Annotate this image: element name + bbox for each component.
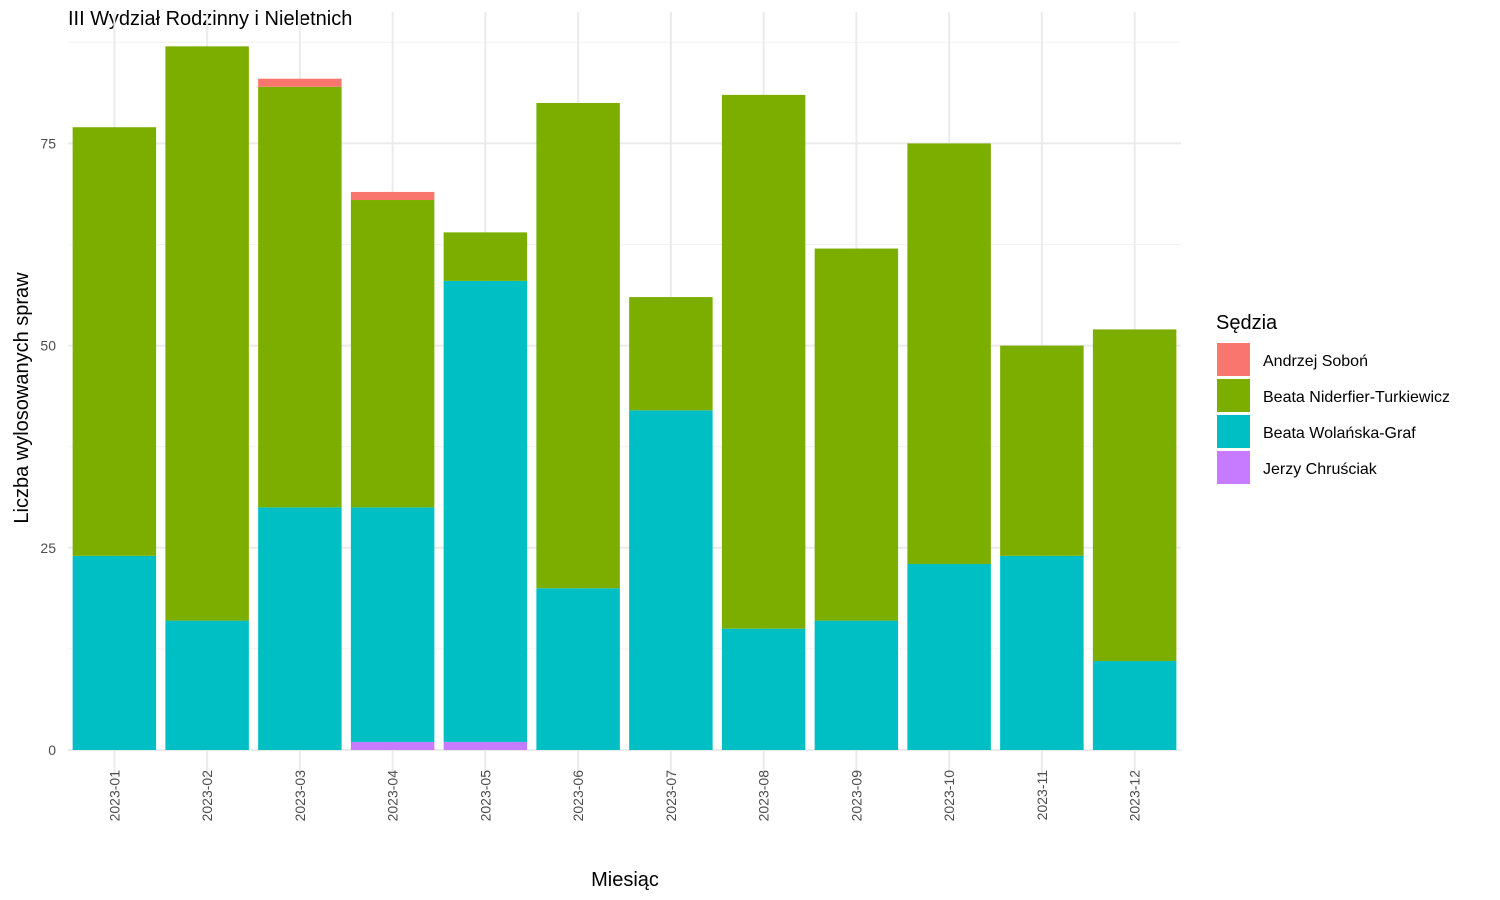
bar-segment	[443, 232, 528, 281]
y-tick-label: 0	[48, 742, 56, 758]
bar-segment	[536, 102, 620, 589]
bar-segment	[814, 620, 899, 750]
bar-segment	[721, 94, 806, 629]
bar-segment	[350, 741, 435, 750]
legend-swatch	[1217, 343, 1250, 376]
bar-segment	[350, 191, 435, 201]
x-tick-label: 2023-07	[663, 770, 679, 822]
x-tick-label: 2023-02	[199, 770, 215, 822]
legend-swatch	[1217, 415, 1250, 448]
bar-segment	[814, 248, 899, 621]
legend-label: Jerzy Chruściak	[1263, 461, 1378, 478]
bar-segment	[629, 297, 713, 411]
bar-segment	[907, 143, 991, 564]
legend: Sędzia Andrzej Soboń Beata Niderfier-Turk…	[1216, 312, 1450, 484]
y-tick-label: 75	[40, 135, 56, 151]
x-axis-title: Miesiąc	[591, 869, 659, 891]
x-tick-label: 2023-03	[292, 770, 308, 822]
bar-segment	[350, 507, 435, 742]
x-axis-ticks: 2023-01 2023-02 2023-03 2023-04 2023-05 2023-…	[106, 770, 1142, 822]
legend-swatch	[1217, 379, 1250, 412]
bar-segment	[72, 555, 157, 750]
bar-segment	[72, 127, 157, 556]
legend-swatch	[1217, 451, 1250, 484]
x-tick-label: 2023-08	[756, 770, 772, 822]
x-tick-label: 2023-09	[848, 770, 864, 822]
bars	[72, 46, 1177, 750]
bar-segment	[165, 46, 249, 621]
y-axis-title: Liczba wylosowanych spraw	[11, 272, 33, 524]
bar-segment	[350, 200, 435, 508]
bar-segment	[536, 588, 620, 750]
legend-label: Beata Wolańska-Graf	[1263, 425, 1416, 442]
chart-title: III Wydział Rodzinny i Nieletnich	[68, 8, 353, 30]
x-tick-label: 2023-10	[941, 770, 957, 822]
x-tick-label: 2023-06	[570, 770, 586, 822]
bar-segment	[721, 628, 806, 750]
x-tick-label: 2023-04	[385, 770, 401, 822]
y-tick-label: 50	[40, 338, 56, 354]
bar-segment	[258, 78, 342, 87]
x-tick-label: 2023-12	[1127, 770, 1143, 822]
y-axis-ticks: 0 25 50 75	[40, 135, 56, 758]
bar-segment	[629, 410, 713, 750]
y-tick-label: 25	[40, 540, 56, 556]
bar-segment	[443, 280, 528, 742]
bar-segment	[1000, 345, 1084, 556]
x-tick-label: 2023-05	[477, 770, 493, 822]
bar-segment	[443, 741, 528, 750]
bar-segment	[907, 563, 991, 750]
legend-label: Andrzej Soboń	[1263, 353, 1368, 370]
bar-segment	[258, 86, 342, 508]
legend-title: Sędzia	[1216, 312, 1278, 334]
x-tick-label: 2023-01	[106, 770, 122, 822]
x-tick-label: 2023-11	[1034, 770, 1050, 821]
bar-segment	[165, 620, 249, 750]
bar-segment	[1092, 661, 1177, 750]
bar-segment	[1000, 555, 1084, 750]
bar-segment	[258, 507, 342, 750]
legend-label: Beata Niderfier-Turkiewicz	[1263, 389, 1450, 406]
bar-segment	[1092, 329, 1177, 662]
